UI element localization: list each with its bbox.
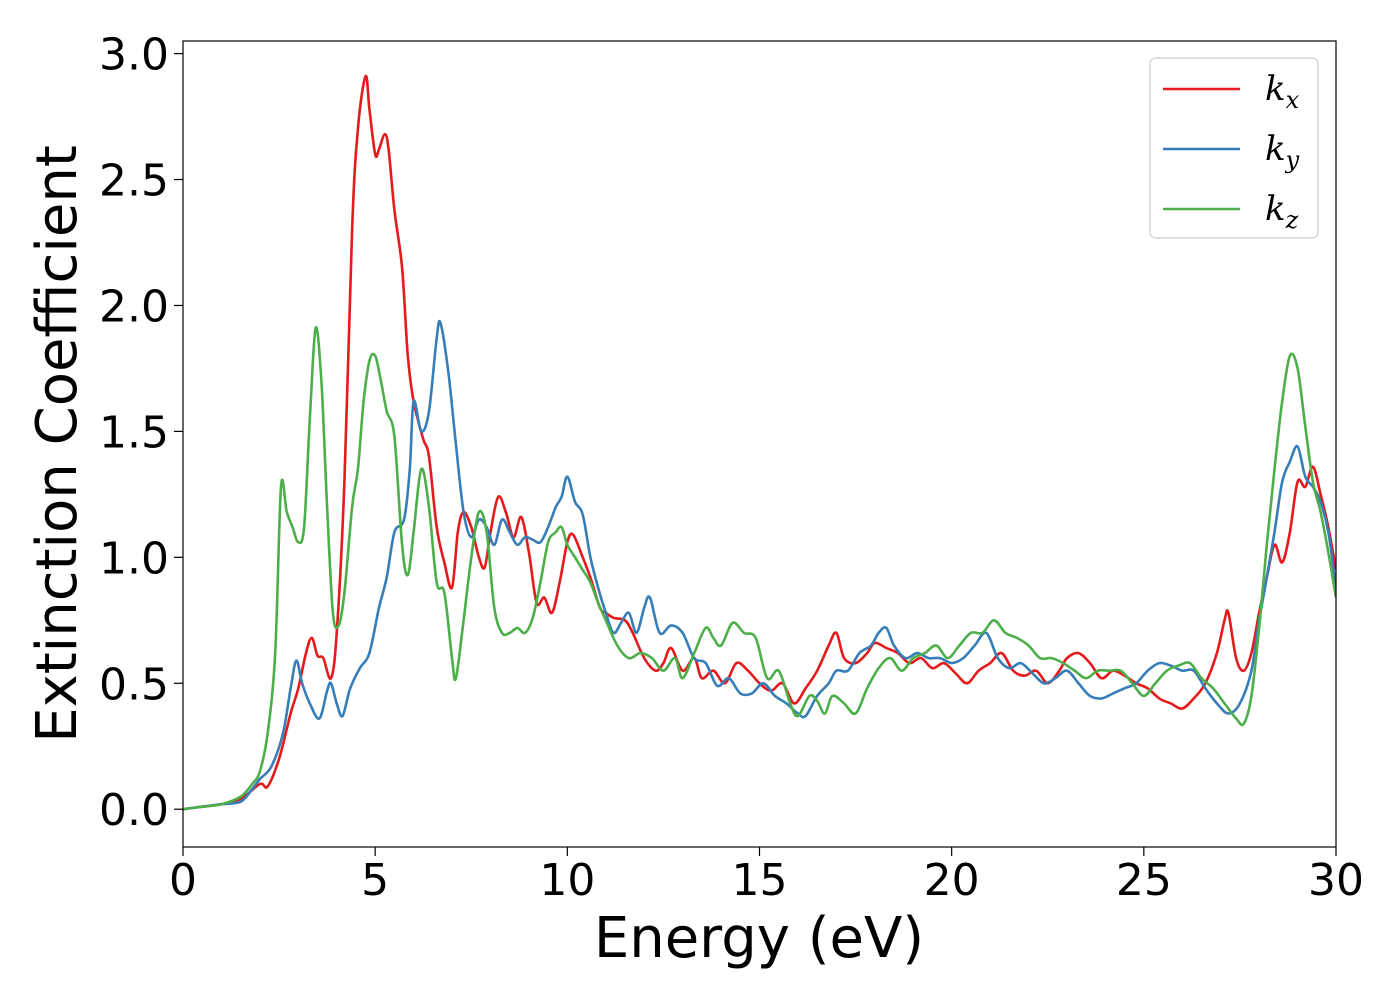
legend-label-subscript: y xyxy=(1285,146,1300,174)
legend-label-subscript: x xyxy=(1286,86,1300,114)
x-axis-label: Energy (eV) xyxy=(594,906,924,971)
legend-label-y: ky xyxy=(1265,129,1300,174)
x-tick-label: 5 xyxy=(361,855,389,906)
x-tick-label: 25 xyxy=(1116,855,1172,906)
legend-label-base: k xyxy=(1265,129,1286,169)
y-tick-label: 2.5 xyxy=(99,156,169,207)
series-line-z xyxy=(183,325,1336,811)
legend-label-x: kx xyxy=(1265,69,1300,114)
y-tick-label: 2.0 xyxy=(99,281,169,332)
x-tick-label: 20 xyxy=(924,855,980,906)
x-axis: 0 5 10 15 20 25 30 xyxy=(169,847,1364,906)
legend-label-base: k xyxy=(1265,189,1286,229)
y-tick-label: 1.0 xyxy=(99,533,169,584)
y-tick-label: 1.5 xyxy=(99,407,169,458)
x-tick-label: 30 xyxy=(1308,855,1364,906)
y-tick-label: 3.0 xyxy=(99,30,169,81)
x-tick-label: 0 xyxy=(169,855,197,906)
series-group xyxy=(183,74,1336,811)
legend-label-subscript: z xyxy=(1285,206,1299,234)
x-tick-label: 10 xyxy=(539,855,595,906)
legend-label-base: k xyxy=(1265,69,1286,109)
y-axis-label: Extinction Coefficient xyxy=(25,145,90,743)
legend-label-z: kz xyxy=(1265,189,1299,234)
x-tick-label: 15 xyxy=(732,855,788,906)
y-tick-label: 0.5 xyxy=(99,659,169,710)
y-axis: 0.0 0.5 1.0 1.5 2.0 2.5 3.0 xyxy=(99,30,183,836)
y-tick-label: 0.0 xyxy=(99,785,169,836)
